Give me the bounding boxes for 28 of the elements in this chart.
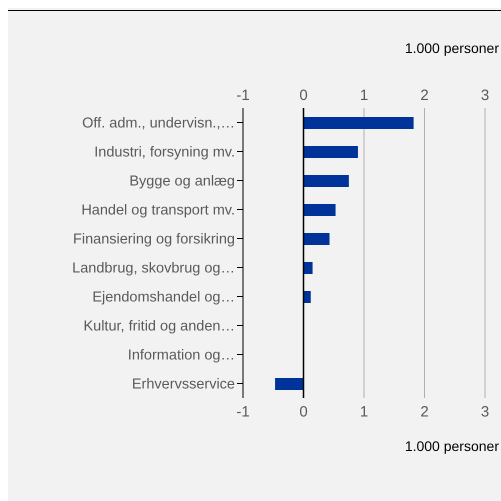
x-tick-label: 2 [420,87,429,104]
y-tick-label: Erhvervsservice [132,376,235,393]
x2-tick-label: 2 [420,404,429,421]
bar [304,117,414,129]
x-tick-label: -1 [236,87,250,104]
x-axis-title: 1.000 personer [404,438,500,454]
x2-tick-label: 0 [299,404,308,421]
x2-tick-label: 1 [360,404,368,421]
x-tick-label: 0 [299,87,308,104]
y-tick-label: Industri, forsyning mv. [94,144,235,161]
bar [304,204,336,216]
y-tick-label: Handel og transport mv. [81,202,235,219]
y-tick-label: Ejendomshandel og… [92,290,235,306]
y-tick-label: Off. adm., undervisn.,… [82,116,235,132]
bar [304,175,349,187]
bar [304,146,358,158]
x2-tick-label: -1 [236,404,250,421]
y-tick-label: Landbrug, skovbrug og… [72,260,235,277]
y-tick-label: Kultur, fritid og anden… [83,318,235,335]
x-tick-label: 3 [480,87,490,104]
x2-axis-title: 1.000 personer [404,40,500,56]
y-tick-label: Information og… [128,348,235,364]
x2-tick-label: 3 [480,404,490,421]
y-tick-label: Finansiering og forsikring [73,232,235,248]
bar [304,233,330,245]
bar [275,378,304,390]
y-tick-label: Bygge og anlæg [129,174,235,190]
x-tick-label: 1 [360,87,368,104]
